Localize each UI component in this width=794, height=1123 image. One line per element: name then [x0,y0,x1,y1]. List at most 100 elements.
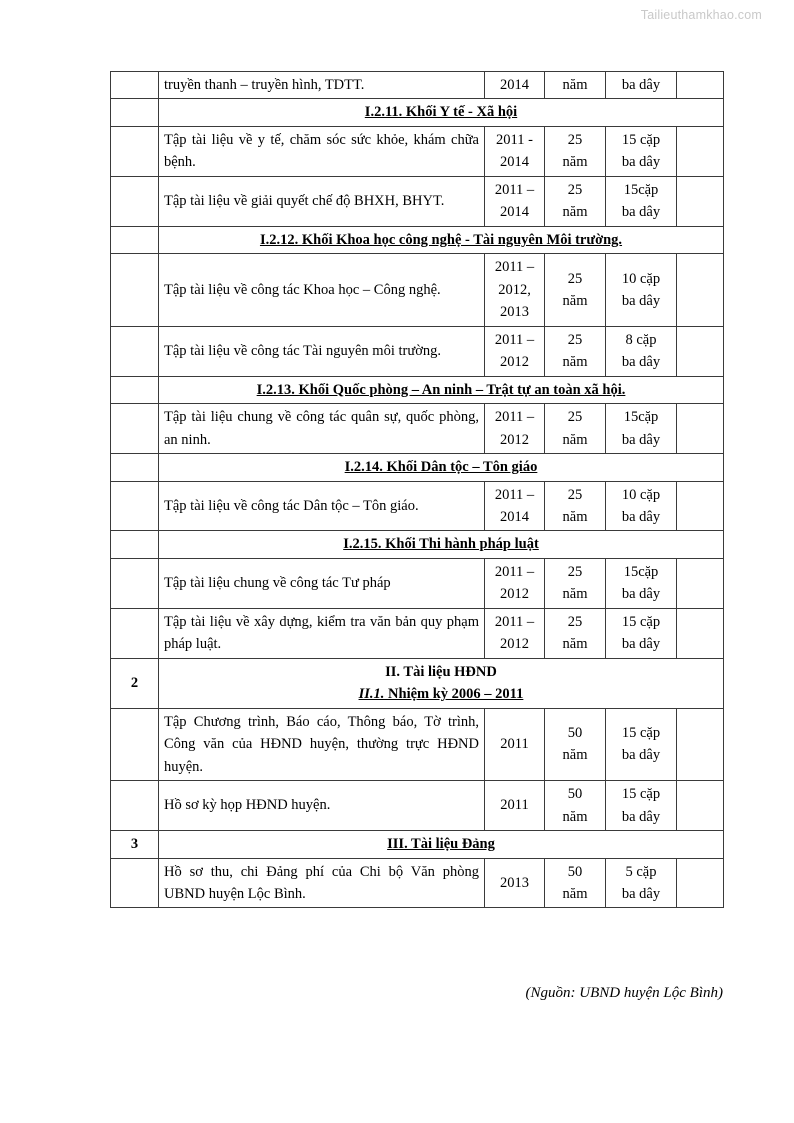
row-index-cell [110,98,159,127]
table-row: Hồ sơ thu, chi Đảng phí của Chi bộ Văn p… [110,857,724,909]
record-note-cell [676,557,724,609]
table-row: Tập tài liệu về công tác Tài nguyên môi … [110,325,724,377]
record-retention-cell: 25 năm [544,175,606,227]
row-index-cell [110,375,159,405]
row-index-cell [110,857,159,909]
section-header-line: I.2.12. Khối Khoa học công nghệ - Tài ng… [259,231,623,248]
section-header-line: I.2.14. Khối Dân tộc – Tôn giáo [344,459,538,476]
table-row: Tập tài liệu về giải quyết chế độ BHXH, … [110,175,724,227]
record-quantity-cell: 8 cặp ba dây [605,325,677,377]
record-quantity-cell: 5 cặp ba dây [605,857,677,909]
record-description-cell: Tập tài liệu về xây dựng, kiểm tra văn b… [158,607,485,659]
watermark-text: Tailieuthamkhao.com [640,8,762,22]
record-quantity-cell: 15cặp ba dây [605,557,677,609]
table-row: Tập tài liệu về y tế, chăm sóc sức khỏe,… [110,125,724,177]
section-header-line: I.2.11. Khối Y tế - Xã hội [364,104,518,121]
record-retention-cell: 25 năm [544,480,606,532]
record-retention-cell: 25 năm [544,607,606,659]
record-note-cell [676,607,724,659]
row-index-cell [110,480,159,532]
record-years-cell: 2011 –2012 [484,325,545,377]
table-row: 3 III. Tài liệu Đảng [110,830,724,859]
record-quantity-cell: 10 cặp ba dây [605,253,677,327]
row-index-cell [110,70,159,100]
record-quantity-cell: 10 cặp ba dây [605,480,677,532]
row-index-cell: 2 [110,657,159,709]
row-index-cell [110,225,159,255]
row-index-cell: 3 [110,830,159,859]
row-index-cell [110,403,159,455]
section-header-line: II. Tài liệu HĐND [385,663,497,680]
section-header-line: I.2.13. Khối Quốc phòng – An ninh – Trật… [256,381,626,398]
record-description-cell: Tập tài liệu về công tác Dân tộc – Tôn g… [158,480,485,532]
table-row: I.2.12. Khối Khoa học công nghệ - Tài ng… [110,225,724,255]
record-description-cell: Tập tài liệu về giải quyết chế độ BHXH, … [158,175,485,227]
section-number-italic: II.1. [358,686,385,703]
row-index-cell [110,175,159,227]
section-header-cell: I.2.12. Khối Khoa học công nghệ - Tài ng… [158,225,724,255]
record-note-cell [676,325,724,377]
record-note-cell [676,125,724,177]
table-row: I.2.13. Khối Quốc phòng – An ninh – Trật… [110,375,724,405]
table-row: 2 II. Tài liệu HĐND II.1. Nhiệm kỳ 2006 – … [110,657,724,709]
record-retention-cell: 25 năm [544,325,606,377]
record-description-cell: Tập Chương trình, Báo cáo, Thông báo, Tờ… [158,707,485,782]
record-retention-cell: 25 năm [544,403,606,455]
record-quantity-cell: 15 cặp ba dây [605,707,677,782]
record-years-cell: 2011 -2014 [484,125,545,177]
section-header-line: I.2.15. Khối Thi hành pháp luật [343,536,539,553]
record-note-cell [676,480,724,532]
record-description-cell: Tập tài liệu chung về công tác quân sự, … [158,403,485,455]
record-retention-cell: năm [544,70,606,100]
record-retention-cell: 25 năm [544,125,606,177]
section-header-line: III. Tài liệu Đảng [387,836,495,853]
table-row: I.2.11. Khối Y tế - Xã hội [110,98,724,127]
record-retention-cell: 25 năm [544,557,606,609]
section-header-cell: I.2.11. Khối Y tế - Xã hội [158,98,724,127]
section-header-line: II.1. Nhiệm kỳ 2006 – 2011 [358,686,524,703]
table-row: I.2.14. Khối Dân tộc – Tôn giáo [110,453,724,482]
record-note-cell [676,253,724,327]
record-description-cell: Hồ sơ kỳ họp HĐND huyện. [158,780,485,832]
row-index-cell [110,453,159,482]
record-description-cell: Tập tài liệu về công tác Tài nguyên môi … [158,325,485,377]
record-retention-cell: 50 năm [544,707,606,782]
record-years-cell: 2013 [484,857,545,909]
row-index-cell [110,125,159,177]
record-quantity-cell: 15 cặp ba dây [605,780,677,832]
record-years-cell: 2011 –2014 [484,175,545,227]
row-index-cell [110,557,159,609]
table-row: Tập tài liệu chung về công tác quân sự, … [110,403,724,455]
record-quantity-cell: 15cặp ba dây [605,175,677,227]
record-note-cell [676,707,724,782]
section-header-cell: I.2.14. Khối Dân tộc – Tôn giáo [158,453,724,482]
table-row: Tập Chương trình, Báo cáo, Thông báo, Tờ… [110,707,724,782]
row-index-cell [110,530,159,559]
table-row: Hồ sơ kỳ họp HĐND huyện. 2011 50 năm 15 cặp b… [110,780,724,832]
record-quantity-cell: 15 cặp ba dây [605,125,677,177]
record-retention-cell: 50 năm [544,857,606,909]
record-quantity-cell: 15cặp ba dây [605,403,677,455]
record-description-cell: truyền thanh – truyền hình, TDTT. [158,70,485,100]
record-note-cell [676,780,724,832]
table-body: truyền thanh – truyền hình, TDTT. 2014 năm… [110,70,724,909]
record-retention-cell: 25 năm [544,253,606,327]
record-years-cell: 2011 [484,780,545,832]
table-row: Tập tài liệu về công tác Dân tộc – Tôn g… [110,480,724,532]
record-years-cell: 2011 [484,707,545,782]
record-quantity-cell: 15 cặp ba dây [605,607,677,659]
record-years-cell: 2011 –2012 [484,557,545,609]
table-row: truyền thanh – truyền hình, TDTT. 2014 năm… [110,70,724,100]
archival-records-table: truyền thanh – truyền hình, TDTT. 2014 năm… [110,70,724,909]
record-years-cell: 2014 [484,70,545,100]
section-header-cell: II. Tài liệu HĐND II.1. Nhiệm kỳ 2006 – 2… [158,657,724,709]
records-table-container: truyền thanh – truyền hình, TDTT. 2014 năm… [110,70,724,909]
record-description-cell: Tập tài liệu về công tác Khoa học – Công… [158,253,485,327]
record-description-cell: Tập tài liệu về y tế, chăm sóc sức khỏe,… [158,125,485,177]
section-header-cell: I.2.15. Khối Thi hành pháp luật [158,530,724,559]
row-index-cell [110,780,159,832]
table-row: Tập tài liệu về công tác Khoa học – Công… [110,253,724,327]
row-index-cell [110,325,159,377]
record-retention-cell: 50 năm [544,780,606,832]
table-row: Tập tài liệu về xây dựng, kiểm tra văn b… [110,607,724,659]
